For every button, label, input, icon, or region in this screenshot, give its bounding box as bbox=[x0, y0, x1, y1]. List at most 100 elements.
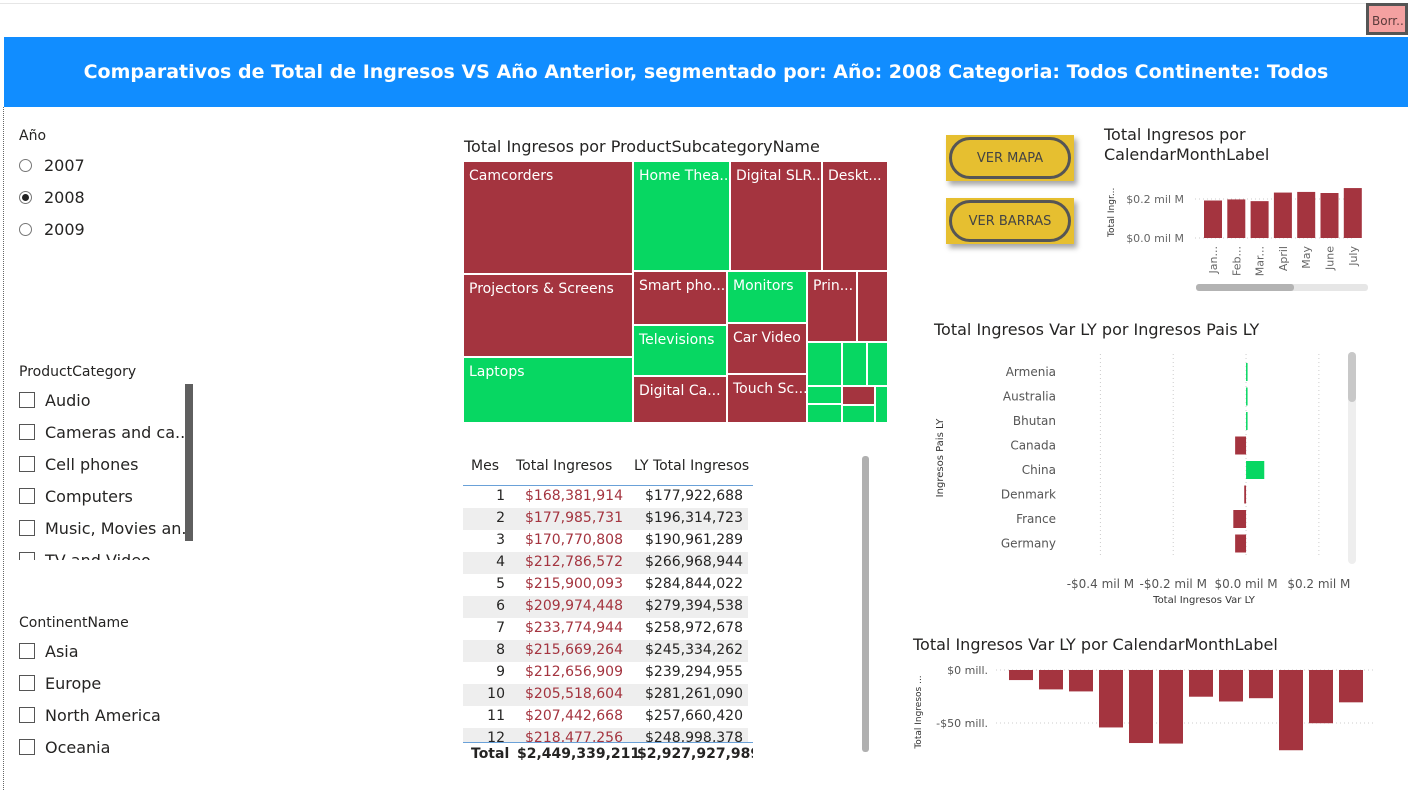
continent-option-north-america[interactable]: North America bbox=[19, 699, 219, 731]
treemap-tile[interactable] bbox=[857, 271, 888, 342]
continent-option-europe[interactable]: Europe bbox=[19, 667, 219, 699]
treemap-tile[interactable] bbox=[867, 342, 888, 386]
table-row[interactable]: 7 $233,774,944 $258,972,678 bbox=[463, 618, 748, 640]
bar[interactable] bbox=[1273, 192, 1292, 238]
bar[interactable] bbox=[1227, 199, 1246, 238]
treemap-tile[interactable] bbox=[807, 342, 842, 386]
treemap-tile-digital-slr[interactable]: Digital SLR... bbox=[730, 161, 822, 271]
treemap-tile-car-video[interactable]: Car Video bbox=[727, 323, 807, 374]
treemap: Camcorders Home Thea... Digital SLR... D… bbox=[463, 161, 888, 423]
treemap-tile-monitors[interactable]: Monitors bbox=[727, 271, 807, 323]
category-option-computers[interactable]: Computers bbox=[19, 480, 185, 512]
bar[interactable] bbox=[1244, 485, 1247, 504]
treemap-tile-camcorders[interactable]: Camcorders bbox=[463, 161, 633, 274]
table-row[interactable]: 4 $212,786,572 $266,968,944 bbox=[463, 552, 748, 574]
category-option-cell-phones[interactable]: Cell phones bbox=[19, 448, 185, 480]
year-option-label: 2008 bbox=[44, 187, 85, 207]
chart-scrollbar-track[interactable] bbox=[1348, 352, 1356, 564]
category-option-cameras[interactable]: Cameras and ca... bbox=[19, 416, 185, 448]
table-row[interactable]: 9 $212,656,909 $239,294,955 bbox=[463, 662, 748, 684]
bar[interactable] bbox=[1235, 436, 1247, 455]
continent-option-oceania[interactable]: Oceania bbox=[19, 731, 219, 763]
bar[interactable] bbox=[1250, 201, 1269, 238]
category-option-tv[interactable]: TV and Video bbox=[19, 544, 185, 560]
bar[interactable] bbox=[1246, 461, 1265, 479]
bar[interactable] bbox=[1009, 670, 1033, 681]
table-row[interactable]: 8 $215,669,264 $245,334,262 bbox=[463, 640, 748, 662]
bar[interactable] bbox=[1249, 670, 1273, 699]
view-bars-button[interactable]: VER BARRAS bbox=[946, 198, 1074, 244]
bar[interactable] bbox=[1320, 193, 1339, 238]
bar[interactable] bbox=[1129, 670, 1153, 744]
table-row[interactable]: 2 $177,985,731 $196,314,723 bbox=[463, 508, 748, 530]
radio-icon bbox=[19, 158, 32, 172]
category-option-label: Music, Movies an... bbox=[45, 518, 185, 538]
bar[interactable] bbox=[1279, 670, 1303, 751]
treemap-tile-digital-cameras[interactable]: Digital Ca... bbox=[633, 376, 727, 423]
treemap-tile-laptops[interactable]: Laptops bbox=[463, 357, 633, 423]
checkbox-icon bbox=[19, 456, 35, 472]
column-header-mes[interactable]: Mes bbox=[471, 458, 499, 474]
table-row[interactable]: 3 $170,770,808 $190,961,289 bbox=[463, 530, 748, 552]
treemap-tile[interactable] bbox=[842, 386, 875, 405]
bar[interactable] bbox=[1246, 363, 1248, 381]
year-option-2009[interactable]: 2009 bbox=[19, 213, 219, 245]
treemap-tile[interactable] bbox=[807, 404, 842, 423]
table-row[interactable]: 12 $218,477,256 $248,998,378 bbox=[463, 728, 748, 742]
continent-option-label: North America bbox=[45, 705, 161, 725]
treemap-tile[interactable] bbox=[875, 386, 888, 423]
table-row[interactable]: 1 $168,381,914 $177,922,688 bbox=[463, 486, 748, 508]
clear-filters-button[interactable]: Borr... bbox=[1366, 3, 1408, 35]
bar[interactable] bbox=[1219, 670, 1243, 702]
bar[interactable] bbox=[1069, 670, 1093, 692]
treemap-tile-touch-screen[interactable]: Touch Sc... bbox=[727, 374, 807, 423]
column-header-total-ingresos[interactable]: Total Ingresos bbox=[516, 458, 613, 474]
bar[interactable] bbox=[1233, 510, 1247, 528]
table-row[interactable]: 6 $209,974,448 $279,394,538 bbox=[463, 596, 748, 618]
table-scrollbar[interactable] bbox=[862, 456, 869, 752]
bar[interactable] bbox=[1159, 670, 1183, 744]
bar[interactable] bbox=[1343, 188, 1362, 238]
bar[interactable] bbox=[1235, 534, 1247, 553]
bar[interactable] bbox=[1246, 412, 1248, 430]
column-header-ly-total-ingresos[interactable]: LY Total Ingresos bbox=[634, 458, 750, 474]
treemap-tile-smart-phones[interactable]: Smart pho... bbox=[633, 271, 727, 325]
continent-option-asia[interactable]: Asia bbox=[19, 635, 219, 667]
category-slicer-scrollbar[interactable] bbox=[185, 384, 193, 541]
treemap-tile[interactable] bbox=[807, 386, 842, 404]
category-option-audio[interactable]: Audio bbox=[19, 384, 185, 416]
bar[interactable] bbox=[1039, 670, 1063, 690]
view-map-button[interactable]: VER MAPA bbox=[946, 135, 1074, 181]
table-row[interactable]: 5 $215,900,093 $284,844,022 bbox=[463, 574, 748, 596]
year-option-2008[interactable]: 2008 bbox=[19, 181, 219, 213]
bar[interactable] bbox=[1309, 670, 1333, 724]
year-option-label: 2009 bbox=[44, 219, 85, 239]
table-row[interactable]: 11 $207,442,668 $257,660,420 bbox=[463, 706, 748, 728]
cell-total-ingresos: $207,442,668 bbox=[525, 708, 623, 724]
chart-scrollbar-thumb[interactable] bbox=[1348, 352, 1356, 402]
bar[interactable] bbox=[1297, 191, 1316, 238]
treemap-tile-projectors[interactable]: Projectors & Screens bbox=[463, 274, 633, 357]
y-tick-label: $0.0 mil M bbox=[1126, 232, 1184, 245]
chart-scrollbar-thumb[interactable] bbox=[1196, 284, 1294, 291]
bar[interactable] bbox=[1339, 670, 1363, 703]
treemap-tile-desktops[interactable]: Deskt... bbox=[822, 161, 888, 271]
treemap-tile[interactable] bbox=[842, 405, 875, 423]
treemap-tile[interactable] bbox=[842, 342, 867, 386]
treemap-tile-televisions[interactable]: Televisions bbox=[633, 325, 727, 376]
checkbox-icon bbox=[19, 707, 35, 723]
bar[interactable] bbox=[1189, 670, 1213, 697]
cell-ly-total-ingresos: $258,972,678 bbox=[645, 620, 743, 636]
bar[interactable] bbox=[1204, 200, 1222, 239]
bar[interactable] bbox=[1246, 387, 1248, 406]
table-row[interactable]: 10 $205,518,604 $281,261,090 bbox=[463, 684, 748, 706]
year-option-2007[interactable]: 2007 bbox=[19, 149, 219, 181]
checkbox-icon bbox=[19, 675, 35, 691]
category-option-label: TV and Video bbox=[45, 550, 151, 561]
treemap-tile-home-theater[interactable]: Home Thea... bbox=[633, 161, 730, 271]
category-option-music[interactable]: Music, Movies an... bbox=[19, 512, 185, 544]
cell-ly-total-ingresos: $266,968,944 bbox=[645, 554, 743, 570]
bar[interactable] bbox=[1099, 670, 1123, 728]
treemap-tile-printers[interactable]: Prin... bbox=[807, 271, 857, 342]
